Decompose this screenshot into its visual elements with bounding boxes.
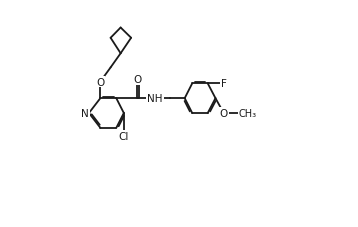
- Text: NH: NH: [147, 94, 163, 104]
- Text: Cl: Cl: [118, 131, 129, 141]
- Text: CH₃: CH₃: [238, 109, 256, 118]
- Text: O: O: [219, 109, 228, 118]
- Text: O: O: [134, 74, 142, 84]
- Text: O: O: [96, 77, 105, 87]
- Text: F: F: [221, 79, 227, 89]
- Text: N: N: [81, 109, 89, 118]
